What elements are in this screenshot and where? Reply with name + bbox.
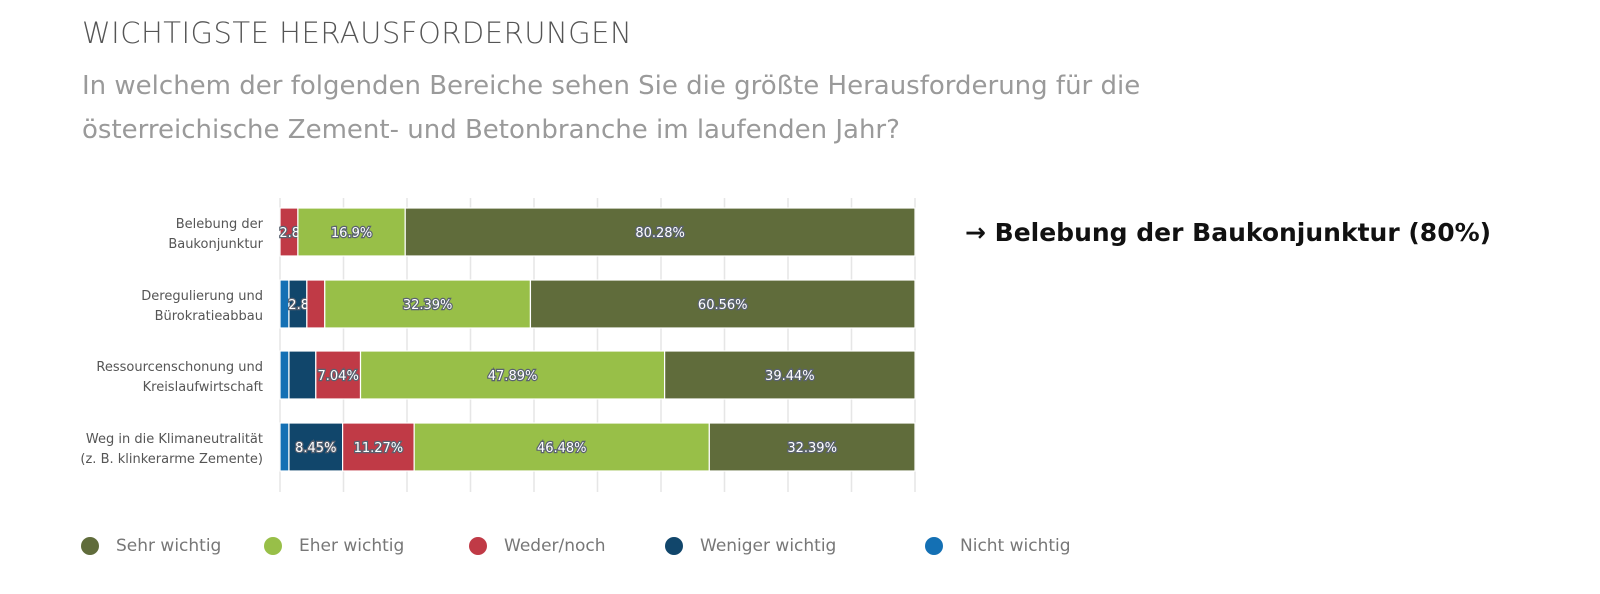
data-label: 11.27% — [354, 441, 404, 456]
bar-segment-eher-wichtig — [359, 350, 666, 400]
bar-segment-eher-wichtig — [413, 422, 710, 472]
legend-item: Nicht wichtig — [925, 536, 1071, 556]
bar-segment-nicht-wichtig — [279, 422, 290, 472]
legend-dot-icon — [264, 537, 282, 555]
legend-label: Sehr wichtig — [116, 536, 222, 556]
legend-item: Eher wichtig — [264, 536, 404, 556]
legend-dot-icon — [925, 537, 943, 555]
legend-item: Sehr wichtig — [81, 536, 221, 556]
chart-subtitle: In welchem der folgenden Bereiche sehen … — [82, 71, 1141, 145]
bar-segment-weniger-wichtig — [288, 350, 317, 400]
legend-dot-icon — [469, 537, 487, 555]
category-label: Weg in die Klimaneutralität — [86, 432, 263, 447]
data-label: 46.48% — [537, 441, 587, 456]
category-label: (z. B. klinkerarme Zemente) — [80, 452, 263, 467]
legend-dot-icon — [665, 537, 683, 555]
bar-segment-weder-noch — [306, 279, 326, 329]
data-label: 16.9% — [331, 226, 372, 241]
legend-item: Weniger wichtig — [665, 536, 836, 556]
data-label: 32.39% — [787, 441, 837, 456]
bar-segment-sehr-wichtig — [708, 422, 916, 472]
legend-label: Nicht wichtig — [960, 536, 1071, 556]
legend-label: Eher wichtig — [299, 536, 405, 556]
category-label: Bürokratieabbau — [155, 309, 263, 324]
legend-label: Weniger wichtig — [700, 536, 837, 556]
legend-label: Weder/noch — [504, 536, 606, 556]
category-label: Baukonjunktur — [168, 237, 263, 252]
data-label: 80.28% — [635, 226, 685, 241]
category-label: Kreislaufwirtschaft — [143, 380, 263, 395]
bar-segment-weder-noch — [342, 422, 415, 472]
bar-segment-sehr-wichtig — [664, 350, 916, 400]
category-label: Belebung der — [176, 217, 264, 232]
legend-dot-icon — [81, 537, 99, 555]
category-label: Ressourcenschonung und — [96, 360, 263, 375]
data-label: 8.45% — [295, 441, 336, 456]
data-label: 47.89% — [488, 369, 538, 384]
category-label: Deregulierung und — [141, 289, 263, 304]
data-label: 60.56% — [698, 298, 748, 313]
chart-title: WICHTIGSTE HERAUSFORDERUNGEN — [82, 16, 633, 50]
bar-segment-sehr-wichtig — [529, 279, 916, 329]
data-label: 39.44% — [765, 369, 815, 384]
legend-item: Weder/noch — [469, 536, 606, 556]
bar-segment-nicht-wichtig — [279, 350, 290, 400]
key-finding-callout: → Belebung der Baukonjunktur (80%) — [965, 218, 1492, 247]
data-label: 7.04% — [318, 369, 359, 384]
bar-segment-sehr-wichtig — [404, 207, 916, 257]
legend: Sehr wichtig Eher wichtig Weder/noch Wenige… — [0, 536, 1600, 560]
data-label: 32.39% — [403, 298, 453, 313]
bar-segment-eher-wichtig — [297, 207, 406, 257]
